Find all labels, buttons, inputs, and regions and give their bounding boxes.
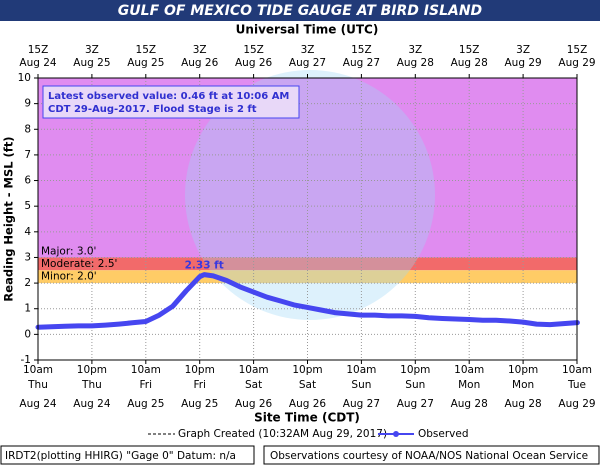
chart-title: GULF OF MEXICO TIDE GAUGE AT BIRD ISLAND [118, 3, 482, 19]
x-tick-label: Aug 29 [558, 398, 595, 410]
info-text: Latest observed value: 0.46 ft at 10:06 … [48, 91, 289, 102]
y-tick-label: 7 [24, 149, 31, 161]
legend-marker [393, 431, 399, 437]
flood-label: Major: 3.0' [41, 245, 96, 257]
x-tick-label: 10am [239, 364, 269, 376]
x-tick-label: Thu [27, 379, 48, 391]
x-tick-label: Aug 25 [127, 398, 164, 410]
y-tick-label: 6 [24, 175, 31, 187]
y-tick-label: 0 [24, 328, 31, 340]
x2-tick-label: 3Z [408, 44, 422, 56]
x2-tick-label: 3Z [85, 44, 99, 56]
x-tick-label: 10pm [508, 364, 538, 376]
x2-tick-label: 3Z [516, 44, 530, 56]
x-tick-label: Aug 26 [289, 398, 327, 410]
y-tick-label: 2 [24, 277, 31, 289]
x2-tick-label: Aug 29 [558, 57, 595, 69]
x-axis-label: Site Time (CDT) [254, 411, 360, 425]
peak-label: 2.33 ft [185, 260, 224, 272]
x2-tick-label: Aug 24 [19, 57, 57, 69]
footer-box [263, 445, 600, 465]
y-tick-label: 8 [24, 123, 31, 135]
y-tick-label: 4 [24, 226, 31, 238]
x2-tick-label: Aug 26 [235, 57, 273, 69]
x-tick-label: 10pm [185, 364, 215, 376]
y-tick-label: 1 [24, 303, 31, 315]
plot-area [37, 70, 578, 361]
x2-tick-label: 15Z [567, 44, 588, 56]
x-tick-label: 10pm [77, 364, 107, 376]
x2-tick-label: Aug 25 [73, 57, 110, 69]
footer-text: IRDT2(plotting HHIRG) "Gage 0" Datum: n/… [5, 450, 236, 462]
x-tick-label: Sun [351, 379, 371, 391]
x-tick-label: 10pm [292, 364, 322, 376]
x2-tick-label: 3Z [193, 44, 207, 56]
footer-box [0, 445, 255, 465]
data-line [35, 272, 580, 330]
x2-tick-label: Aug 26 [181, 57, 219, 69]
y-tick-label: 5 [24, 200, 31, 212]
x2-tick-label: 15Z [136, 44, 157, 56]
y-tick-label: -1 [21, 354, 31, 366]
x-tick-label: Sat [299, 379, 316, 391]
flood-label: Minor: 2.0' [41, 271, 97, 283]
x-tick-label: Aug 24 [73, 398, 111, 410]
info-box [42, 85, 300, 119]
x-tick-label: Aug 28 [504, 398, 541, 410]
y-tick-label: 3 [24, 251, 31, 263]
x-tick-label: Fri [193, 379, 206, 391]
watermark [185, 70, 435, 320]
x-tick-label: Aug 27 [343, 398, 380, 410]
x2-axis-label: Universal Time (UTC) [236, 23, 379, 37]
flood-label: Moderate: 2.5' [41, 258, 117, 270]
x-tick-label: Sun [405, 379, 425, 391]
plot-frame [37, 77, 578, 361]
info-text: CDT 29-Aug-2017. Flood Stage is 2 ft [48, 104, 257, 115]
x2-tick-label: 15Z [459, 44, 480, 56]
footer-text: Observations courtesy of NOAA/NOS Nation… [270, 450, 588, 462]
x-tick-label: 10pm [400, 364, 430, 376]
x2-tick-label: Aug 27 [343, 57, 380, 69]
x2-tick-label: Aug 27 [289, 57, 326, 69]
x2-tick-label: Aug 28 [451, 57, 488, 69]
x-tick-label: 10am [562, 364, 592, 376]
x2-tick-label: Aug 29 [504, 57, 541, 69]
legend-label: Graph Created (10:32AM Aug 29, 2017) [178, 428, 387, 440]
x-tick-label: 10am [131, 364, 161, 376]
x-tick-label: Mon [512, 379, 534, 391]
x-tick-label: 10am [23, 364, 53, 376]
x2-tick-label: Aug 25 [127, 57, 164, 69]
x2-tick-label: 15Z [243, 44, 264, 56]
x2-tick-label: Aug 28 [397, 57, 434, 69]
x-tick-label: Thu [81, 379, 102, 391]
y-tick-label: 9 [24, 98, 31, 110]
x-tick-label: Aug 25 [181, 398, 218, 410]
x2-tick-label: 15Z [351, 44, 372, 56]
x-tick-label: Aug 28 [451, 398, 488, 410]
x-tick-label: Sat [245, 379, 262, 391]
x-tick-label: Aug 24 [19, 398, 57, 410]
x-tick-label: Aug 27 [397, 398, 434, 410]
y-tick-label: 10 [18, 72, 31, 84]
x-tick-label: Tue [567, 379, 586, 391]
legend-label: Observed [418, 428, 469, 440]
x-tick-label: Mon [458, 379, 480, 391]
x2-tick-label: 3Z [301, 44, 315, 56]
x-tick-label: Fri [140, 379, 153, 391]
x-tick-label: 10am [454, 364, 484, 376]
flood-band [38, 257, 577, 271]
y-axis-label: Reading Height - MSL (ft) [2, 136, 16, 301]
x2-tick-label: 15Z [28, 44, 49, 56]
x-tick-label: 10am [346, 364, 376, 376]
title-bar [0, 0, 600, 21]
x-tick-label: Aug 26 [235, 398, 273, 410]
